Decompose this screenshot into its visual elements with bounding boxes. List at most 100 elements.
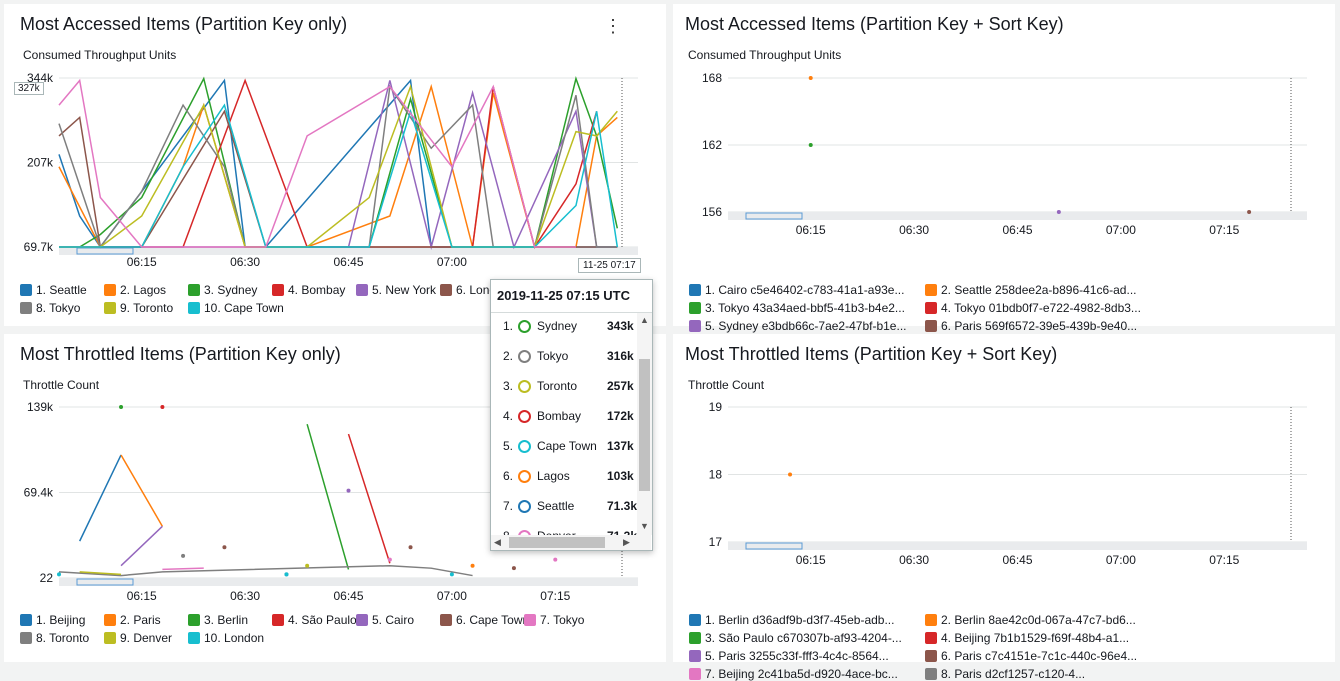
data-point — [119, 405, 124, 409]
legend-swatch — [272, 614, 284, 626]
legend-item[interactable]: 3. Berlin — [188, 613, 248, 627]
legend-label: 4. Bombay — [288, 283, 346, 297]
x-tick-label: 06:30 — [230, 255, 260, 269]
legend-label: 8. Tokyo — [36, 301, 81, 315]
legend-item[interactable]: 2. Berlin 8ae42c0d-067a-47c7-bd6... — [925, 613, 1136, 627]
data-point — [57, 572, 61, 577]
tooltip-hscrollbar[interactable]: ◀ ▶ — [491, 535, 651, 550]
chart-accessed-pk[interactable]: 344k 207k 69.7k 06:15 06:30 06:45 07:00 — [4, 4, 666, 326]
hscroll-thumb[interactable] — [509, 537, 605, 548]
legend-item[interactable]: 3. Sydney — [188, 283, 257, 297]
time-range-brush[interactable] — [76, 578, 134, 586]
tooltip-series-name: Lagos — [537, 469, 570, 483]
time-range-brush[interactable] — [745, 542, 803, 550]
legend-swatch — [104, 632, 116, 644]
legend-swatch — [20, 302, 32, 314]
chart-throttled-pk[interactable]: 139k 69.4k 22 06:15 06:30 06:45 07:00 07:15 — [4, 334, 666, 662]
legend-label: 3. São Paulo c670307b-af93-4204-... — [705, 631, 902, 645]
panel-title: Most Accessed Items (Partition Key only) — [20, 14, 348, 34]
legend-item[interactable]: 9. Denver — [104, 631, 172, 645]
data-point — [305, 563, 310, 568]
panel-title: Most Throttled Items (Partition Key + So… — [685, 344, 1058, 364]
y-tick-label: 139k — [27, 400, 54, 414]
legend-item[interactable]: 1. Berlin d36adf9b-d3f7-45eb-adb... — [689, 613, 894, 627]
legend-item[interactable]: 5. Paris 3255c33f-fff3-4c4c-8564... — [689, 649, 889, 663]
legend-label: 2. Lagos — [120, 283, 167, 297]
legend-item[interactable]: 4. São Paulo — [272, 613, 357, 627]
legend-item[interactable]: 5. New York — [356, 283, 436, 297]
chart-throttled-pk-sk[interactable]: 19 18 17 06:15 06:30 06:45 07:00 07:15 — [673, 334, 1335, 662]
series-line-denver — [79, 571, 122, 576]
legend-item[interactable]: 1. Cairo c5e46402-c783-41a1-a93e... — [689, 283, 904, 297]
legend-swatch — [440, 614, 452, 626]
tooltip-row: 7. Seattle 71.3k — [491, 496, 641, 516]
chart-accessed-pk-sk[interactable]: 168 162 156 06:15 06:30 06:45 07:00 07:15 — [673, 4, 1335, 326]
legend-item[interactable]: 6. Paris c7c4151e-7c1c-440c-96e4... — [925, 649, 1137, 663]
legend-swatch — [20, 284, 32, 296]
legend-item[interactable]: 1. Beijing — [20, 613, 85, 627]
data-point — [470, 563, 475, 568]
legend-label: 8. Paris d2cf1257-c120-4... — [941, 667, 1086, 681]
data-point — [181, 553, 186, 558]
data-point — [1056, 210, 1061, 214]
tooltip-scrollbar[interactable]: ▲ ▼ — [637, 313, 652, 535]
legend-item[interactable]: 4. Tokyo 01bdb0f7-e722-4982-8db3... — [925, 301, 1141, 315]
legend-item[interactable]: 5. Cairo — [356, 613, 414, 627]
y-tick-label: 69.4k — [24, 486, 54, 500]
x-axis-band — [59, 247, 638, 255]
time-range-brush[interactable] — [745, 212, 803, 220]
legend-swatch — [689, 284, 701, 296]
scroll-left-icon[interactable]: ◀ — [494, 537, 501, 547]
legend-item[interactable]: 4. Bombay — [272, 283, 345, 297]
tooltip-value: 343k — [607, 319, 634, 333]
tooltip-row: 3. Toronto 257k — [491, 376, 641, 396]
legend-item[interactable]: 6. Paris 569f6572-39e5-439b-9e40... — [925, 319, 1137, 333]
scroll-thumb[interactable] — [639, 359, 650, 491]
scroll-down-icon[interactable]: ▼ — [640, 521, 649, 531]
x-axis-band — [728, 542, 1307, 550]
tooltip-value: 172k — [607, 409, 634, 423]
x-tick-label: 06:45 — [333, 589, 363, 603]
legend-label: 1. Beijing — [36, 613, 86, 627]
legend-swatch — [20, 632, 32, 644]
legend-item[interactable]: 8. Tokyo — [20, 301, 80, 315]
legend-item[interactable]: 8. Paris d2cf1257-c120-4... — [925, 667, 1085, 681]
legend-item[interactable]: 4. Beijing 7b1b1529-f69f-48b4-a1... — [925, 631, 1129, 645]
legend-item[interactable]: 9. Toronto — [104, 301, 173, 315]
y-tick-label: 207k — [27, 156, 54, 170]
tooltip-row: 4. Bombay 172k — [491, 406, 641, 426]
x-axis-band — [728, 212, 1307, 220]
legend-item[interactable]: 2. Lagos — [104, 283, 166, 297]
series-circle-icon — [518, 469, 531, 483]
legend-item[interactable]: 1. Seattle — [20, 283, 87, 297]
data-point — [808, 143, 813, 147]
x-tick-label: 06:15 — [796, 223, 826, 237]
tooltip-rank: 2. — [502, 349, 513, 363]
tooltip-series-name: Tokyo — [537, 349, 569, 363]
tooltip-rank: 6. — [502, 469, 513, 483]
data-point — [1247, 210, 1252, 214]
time-range-brush[interactable] — [76, 247, 134, 255]
legend-item[interactable]: 3. São Paulo c670307b-af93-4204-... — [689, 631, 902, 645]
x-tick-label: 07:00 — [1106, 553, 1136, 567]
scroll-up-icon[interactable]: ▲ — [640, 315, 649, 325]
legend-label: 6. Cape Town — [456, 613, 530, 627]
legend-item[interactable]: 7. Beijing 2c41ba5d-d920-4ace-bc... — [689, 667, 898, 681]
legend-item[interactable]: 5. Sydney e3bdb66c-7ae2-47bf-b1e... — [689, 319, 906, 333]
legend-item[interactable]: 10. London — [188, 631, 264, 645]
legend-item[interactable]: 3. Tokyo 43a34aed-bbf5-41b3-b4e2... — [689, 301, 905, 315]
series-line-paris — [120, 454, 164, 527]
legend-item[interactable]: 7. Tokyo — [524, 613, 584, 627]
legend-item[interactable]: 10. Cape Town — [188, 301, 284, 315]
series-line-denver — [58, 78, 576, 248]
legend-swatch — [20, 614, 32, 626]
legend-item[interactable]: 2. Seattle 258dee2a-b896-41c6-ad... — [925, 283, 1136, 297]
series-line-tokyo — [162, 567, 204, 571]
series-line-london — [58, 109, 618, 248]
data-point — [449, 572, 454, 577]
legend-item[interactable]: 2. Paris — [104, 613, 161, 627]
data-point — [284, 572, 289, 577]
scroll-right-icon[interactable]: ▶ — [623, 537, 630, 547]
legend-item[interactable]: 6. Cape Town — [440, 613, 529, 627]
legend-item[interactable]: 8. Toronto — [20, 631, 89, 645]
